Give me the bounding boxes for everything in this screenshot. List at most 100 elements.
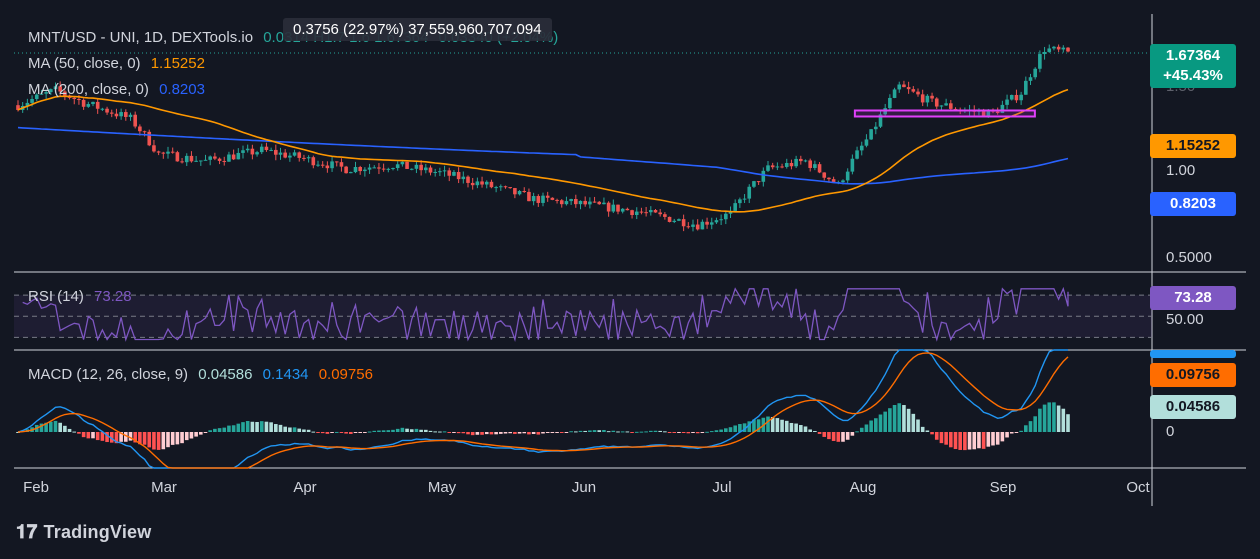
candle-body <box>438 171 442 173</box>
macd-hist-bar <box>147 432 152 448</box>
candle-body <box>1042 51 1047 55</box>
macd-hist-bar <box>527 432 531 435</box>
macd-hist-bar <box>475 432 480 435</box>
macd-hist-bar <box>949 432 953 448</box>
candle-body <box>288 155 292 158</box>
candle-body <box>447 170 452 176</box>
macd-hist-bar <box>700 432 705 433</box>
candle-body <box>686 226 691 228</box>
macd-hist-bar <box>874 418 878 432</box>
macd-hist-bar <box>934 432 939 440</box>
candle-body <box>620 208 625 212</box>
candle-body <box>986 109 991 117</box>
price-tick-0-50: 0.5000 <box>1166 249 1212 266</box>
candle-body <box>194 160 198 162</box>
symbol-label: MNT/USD - UNI, 1D, DEXTools.io <box>28 29 254 46</box>
macd-hist-bar <box>803 426 808 432</box>
candle-body <box>677 219 681 221</box>
candle-body <box>1033 68 1037 78</box>
macd-hist-bar <box>447 432 452 433</box>
macd-hist-bar <box>738 424 742 432</box>
macd-hist-bar <box>841 432 845 442</box>
candle-body <box>550 197 555 200</box>
macd-hist-bar <box>611 430 616 432</box>
macd-hist-bar <box>381 430 386 432</box>
candle-body <box>109 112 114 114</box>
macd-hist-bar <box>133 432 137 443</box>
ma50-label: MA (50, close, 0) <box>28 55 141 72</box>
macd-hist-bar <box>1061 408 1066 432</box>
macd-hist-bar <box>653 430 658 432</box>
candle-body <box>419 164 423 171</box>
macd-hist-bar <box>630 432 634 433</box>
macd-hist-bar <box>916 419 920 432</box>
candle-body <box>334 161 339 163</box>
candle-body <box>827 177 831 180</box>
candle-body <box>569 199 573 202</box>
candle-body <box>30 98 34 103</box>
chart-canvas[interactable]: Feb Mar Apr May Jun Jul Aug Sep Oct <box>14 14 1246 506</box>
macd-hist-bar <box>377 430 381 432</box>
candle-body <box>1024 80 1028 95</box>
macd-hist-bar <box>499 432 503 434</box>
candle-body <box>981 110 986 117</box>
candle-body <box>292 152 297 156</box>
macd-hist-bar <box>775 418 780 432</box>
candle-body <box>897 84 902 90</box>
candle-body <box>705 221 709 225</box>
macd-hist-bar <box>1066 414 1070 432</box>
candle-body <box>231 154 236 160</box>
tradingview-logo[interactable]: 𝟏𝟕 TradingView <box>16 522 151 544</box>
macd-hist-bar <box>583 430 587 432</box>
candle-body <box>358 166 362 172</box>
macd-hist-bar <box>311 431 316 433</box>
candle-body <box>128 114 133 117</box>
macd-hist-bar <box>799 425 803 432</box>
chart-frame[interactable]: Feb Mar Apr May Jun Jul Aug Sep Oct <box>14 14 1246 506</box>
candle-body <box>1019 94 1023 101</box>
macd-hist-bar <box>747 421 752 432</box>
macd-hist-bar <box>222 427 227 432</box>
macd-hist-bar <box>269 422 273 432</box>
candle-body <box>77 99 81 101</box>
candle-body <box>353 166 358 173</box>
macd-hist-bar <box>822 432 827 437</box>
candle-body <box>278 152 283 155</box>
macd-hist-bar <box>827 432 831 440</box>
macd-hist-bar <box>372 430 377 432</box>
candle-body <box>714 220 719 223</box>
macd-hist-bar <box>695 432 700 434</box>
macd-hist-bar <box>184 432 189 441</box>
candle-body <box>841 180 845 183</box>
macd-hist-bar <box>152 432 156 450</box>
macd-hist-bar <box>391 429 395 432</box>
candle-body <box>395 164 400 169</box>
candle-body <box>784 162 789 167</box>
candle-body <box>513 188 517 195</box>
macd-hist-bar <box>878 414 883 432</box>
candle-body <box>864 139 869 146</box>
candle-body <box>761 170 766 182</box>
candle-body <box>574 199 578 205</box>
candle-body <box>274 149 278 155</box>
macd-hist-bar <box>888 408 892 432</box>
candle-body <box>381 168 386 170</box>
macd-hist-bar <box>142 432 147 445</box>
macd-hist-bar <box>883 411 887 432</box>
candle-body <box>817 164 822 173</box>
macd-hist-bar <box>395 428 400 432</box>
macd-hist-bar <box>344 432 348 434</box>
macd-hist-bar <box>466 432 470 435</box>
macd-hist-bar <box>677 432 681 433</box>
macd-hist-bar <box>831 432 836 441</box>
macd-hist-bar <box>63 425 67 432</box>
candle-body <box>780 166 784 168</box>
candle-body <box>667 216 672 222</box>
macd-hist-value: 0.04586 <box>198 366 253 383</box>
macd-hist-bar <box>794 423 798 432</box>
candle-body <box>63 91 67 96</box>
macd-hist-bar <box>770 417 775 432</box>
candle-body <box>625 208 630 211</box>
candle-body <box>822 172 827 178</box>
macd-hist-bar <box>517 432 522 434</box>
